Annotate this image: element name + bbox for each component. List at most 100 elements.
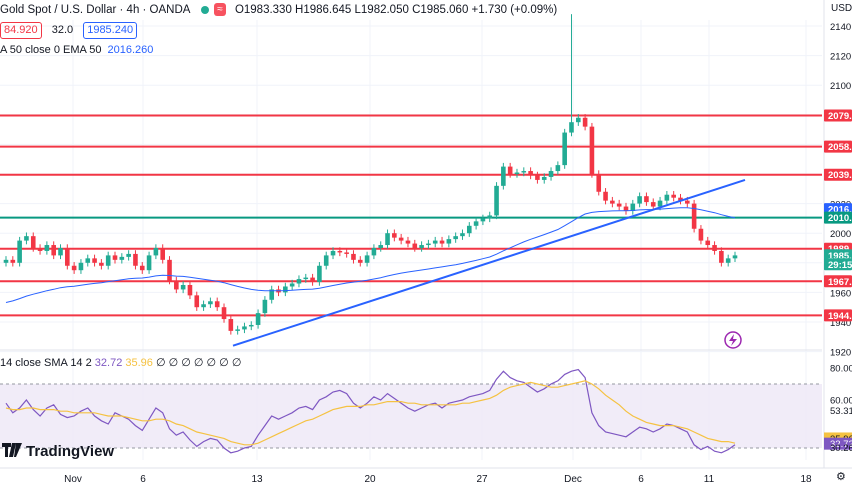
ohlc-values: O1983.330 H1986.645 L1982.050 C1985.060 … (234, 4, 558, 16)
rsi-tick-label: 53.31 (830, 406, 852, 417)
candle-body (289, 283, 295, 287)
candle-body (698, 228, 704, 241)
candle-body (337, 250, 343, 253)
bid-ask-row: 84.920 32.0 1985.240 (0, 20, 141, 40)
candle-body (582, 117, 588, 127)
candle-body (732, 255, 738, 259)
candle-body (30, 236, 36, 248)
candle-body (310, 277, 315, 283)
price-tick-label: 1940.000 (830, 318, 852, 329)
candle-body (705, 240, 711, 246)
candle-body (187, 285, 193, 296)
candle-body (562, 132, 567, 166)
candle-body (535, 175, 540, 180)
candle-body (3, 259, 9, 263)
symbol-title[interactable]: Gold Spot / U.S. Dollar · 4h · OANDA (0, 4, 190, 16)
price-tick-label: 2100.000 (830, 81, 852, 92)
tradingview-logo[interactable]: TradingView (2, 442, 114, 462)
candle-body (146, 255, 152, 271)
level-badge (824, 258, 852, 271)
candle-body (255, 313, 261, 325)
candle-body (691, 203, 697, 229)
candle-body (37, 248, 43, 251)
candle-body (575, 117, 581, 123)
rsi-legend[interactable]: 14 close SMA 14 2 32.72 35.96 ∅ ∅ ∅ ∅ ∅ … (0, 355, 241, 371)
candle-body (507, 166, 513, 174)
level-label: 1967. (828, 277, 852, 288)
candle-body (296, 279, 302, 284)
price-tick-label: 2120.000 (830, 52, 852, 63)
time-axis[interactable]: Nov 6 13 20 27 Dec 6 11 18 (0, 467, 852, 485)
time-tick-label: 27 (476, 474, 488, 485)
level-badge (824, 168, 852, 181)
candle-body (126, 253, 131, 257)
time-tick-label: 13 (251, 474, 263, 485)
candle-body (671, 194, 676, 198)
candle-body (24, 236, 29, 241)
candle-body (303, 277, 309, 280)
candle-body (725, 258, 731, 263)
rsi-line (5, 368, 736, 454)
candle-body (473, 221, 479, 226)
candle-body (344, 252, 349, 254)
candle-body (432, 240, 438, 244)
candle-body (44, 245, 50, 251)
level-label: 2058. (828, 142, 852, 153)
candle-body (650, 202, 656, 207)
candle-body (92, 258, 97, 263)
candle-body (603, 191, 608, 201)
candle-body (317, 265, 322, 283)
rsi-sma-line (5, 380, 736, 446)
candle-body (657, 200, 663, 207)
settings-gear-icon[interactable]: ⚙ (836, 471, 846, 483)
candle-body (283, 286, 288, 293)
candle-body (153, 248, 159, 256)
candle-body (17, 240, 22, 263)
candle-body (480, 218, 486, 222)
candle-body (139, 265, 145, 271)
candle-body (596, 174, 602, 192)
candle-body (242, 326, 247, 330)
bid-price[interactable]: 84.920 (0, 22, 42, 39)
lightning-icon[interactable] (724, 331, 742, 349)
candle-body (371, 248, 377, 256)
level-badge (824, 275, 852, 288)
spread-value: 32.0 (51, 24, 74, 36)
candle-body (112, 255, 118, 260)
candle-body (521, 171, 527, 173)
candle-body (439, 240, 445, 244)
candle-body (228, 319, 234, 331)
rsi-tick-label: 80.00 (830, 364, 852, 375)
rsi-pane (0, 349, 822, 454)
candle-body (664, 194, 670, 201)
candle-body (678, 197, 683, 201)
candle-body (487, 215, 493, 219)
rsi-sma-value: 35.96 (125, 357, 153, 369)
level-badge (824, 140, 852, 153)
candle-body (58, 248, 63, 256)
candle-body (719, 250, 724, 263)
ema-legend[interactable]: A 50 close 0 EMA 50 2016.260 (0, 42, 153, 58)
candle-body (623, 206, 629, 211)
ask-price[interactable]: 1985.240 (83, 22, 138, 39)
time-tick-label: 20 (364, 474, 376, 485)
candle-body (528, 171, 533, 176)
time-tick-label: 18 (800, 474, 812, 485)
rsi-tick-label: 60.00 (830, 396, 852, 407)
ema-label: A 50 close 0 EMA 50 (0, 44, 102, 56)
candle-body (494, 185, 499, 216)
candle-body (221, 307, 227, 320)
candle-body (119, 256, 125, 260)
trendline[interactable] (232, 178, 746, 347)
candle-body (214, 301, 220, 308)
rsi-extra-values: ∅ ∅ ∅ ∅ ∅ ∅ ∅ (155, 357, 242, 369)
candle-body (419, 245, 424, 248)
wave-icon[interactable]: ≈ (214, 3, 226, 17)
candle-body (466, 225, 472, 234)
candle-body (405, 240, 411, 244)
price-axis[interactable]: 2140.0002120.0002100.0002080.0002060.000… (823, 0, 852, 468)
candle-body (712, 245, 717, 251)
level-label: 2039. (828, 170, 852, 181)
candle-body (235, 329, 240, 331)
